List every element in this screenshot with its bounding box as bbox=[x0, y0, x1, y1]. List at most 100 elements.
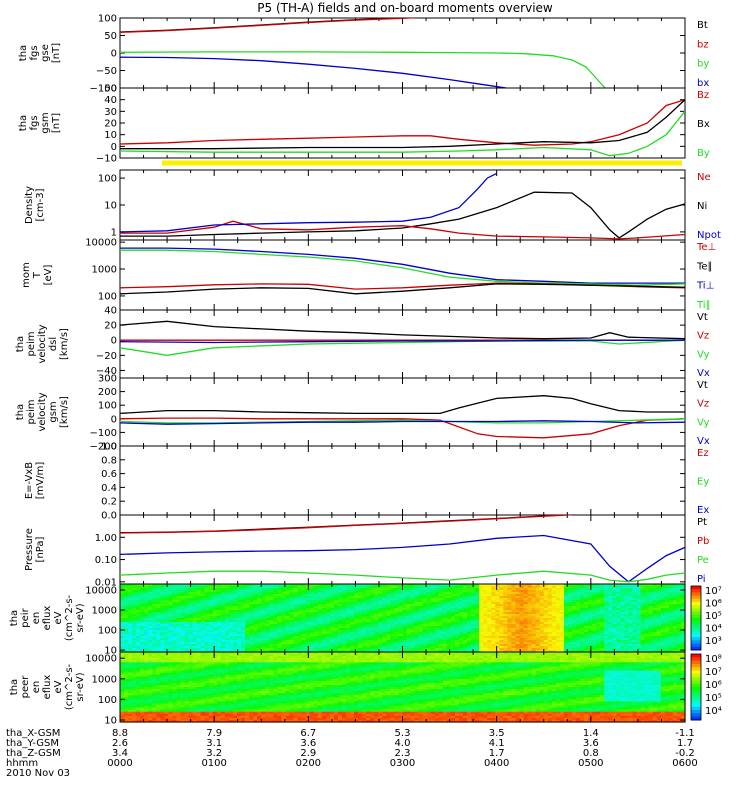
spectrogram-cell bbox=[341, 640, 347, 643]
spectrogram-cell bbox=[511, 608, 517, 611]
spectrogram-cell bbox=[547, 644, 553, 647]
spectrogram-cell bbox=[305, 606, 311, 609]
spectrogram-cell bbox=[616, 648, 622, 651]
spectrogram-cell bbox=[346, 650, 351, 653]
spectrogram-cell bbox=[350, 608, 355, 611]
spectrogram-cell bbox=[495, 610, 500, 613]
spectrogram-cell bbox=[640, 590, 646, 593]
spectrogram-cell bbox=[196, 606, 202, 609]
spectrogram-cell bbox=[136, 646, 141, 649]
spectrogram-cell bbox=[555, 626, 561, 629]
spectrogram-cell bbox=[378, 616, 383, 619]
spectrogram-cell bbox=[559, 634, 565, 637]
spectrogram-cell bbox=[668, 590, 674, 593]
spectrogram-cell bbox=[386, 592, 391, 595]
spectrogram-cell bbox=[192, 644, 198, 647]
spectrogram-cell bbox=[612, 638, 617, 641]
spectrogram-cell bbox=[446, 636, 452, 639]
spectrogram-cell bbox=[390, 632, 396, 635]
spectrogram-cell bbox=[313, 604, 319, 607]
spectrogram-cell bbox=[144, 640, 149, 643]
spectrogram-cell bbox=[588, 630, 593, 633]
spectrogram-cell bbox=[293, 630, 299, 633]
spectrogram-cell bbox=[507, 638, 513, 641]
spectrogram-cell bbox=[668, 604, 674, 607]
spectrogram-cell bbox=[350, 614, 355, 617]
spectrogram-cell bbox=[301, 638, 307, 641]
spectrogram-cell bbox=[136, 674, 141, 678]
spectrogram-cell bbox=[442, 642, 448, 645]
spectrogram-cell bbox=[200, 626, 206, 629]
spectrogram-cell bbox=[563, 620, 569, 623]
spectrogram-cell bbox=[406, 614, 412, 617]
spectrogram-cell bbox=[612, 626, 617, 629]
spectrogram-cell bbox=[628, 630, 634, 633]
spectrogram-cell bbox=[140, 713, 145, 717]
spectrogram-cell bbox=[543, 600, 549, 603]
spectrogram-cell bbox=[321, 592, 327, 595]
spectrogram-cell bbox=[434, 638, 440, 641]
spectrogram-cell bbox=[366, 596, 371, 599]
spectrogram-cell bbox=[459, 622, 464, 625]
spectrogram-cell bbox=[628, 596, 634, 599]
spectrogram-cell bbox=[136, 610, 141, 613]
spectrogram-cell bbox=[148, 650, 153, 653]
spectrogram-cell bbox=[281, 648, 287, 651]
spectrogram-cell bbox=[305, 626, 311, 629]
spectrogram-cell bbox=[438, 624, 444, 627]
spectrogram-cell bbox=[273, 620, 278, 623]
spectrogram-cell bbox=[245, 628, 250, 631]
spectrogram-cell bbox=[402, 624, 408, 627]
spectrogram-cell bbox=[652, 628, 658, 631]
spectrogram-cell bbox=[148, 588, 153, 591]
spectrogram-cell bbox=[450, 620, 456, 623]
spectrogram-cell bbox=[176, 616, 182, 619]
spectrogram-cell bbox=[124, 620, 129, 623]
spectrogram-cell bbox=[596, 610, 601, 613]
spectrogram-cell bbox=[220, 598, 226, 601]
spectrogram-cell bbox=[555, 612, 561, 615]
spectrogram-cell bbox=[499, 608, 504, 611]
spectrogram-cell bbox=[184, 604, 190, 607]
spectrogram-cell bbox=[362, 614, 367, 617]
spectrogram-cell bbox=[172, 626, 178, 629]
spectrogram-cell bbox=[576, 644, 581, 647]
spectrogram-cell bbox=[313, 614, 319, 617]
spectrogram-cell bbox=[245, 618, 250, 621]
spectrogram-cell bbox=[438, 596, 444, 599]
spectrogram-cell bbox=[604, 634, 609, 637]
spectrogram-cell bbox=[471, 642, 476, 645]
spectrogram-cell bbox=[176, 584, 182, 587]
spectrogram-cell bbox=[180, 648, 186, 651]
spectrogram-cell bbox=[487, 600, 492, 603]
spectrogram-cell bbox=[386, 586, 391, 589]
spectrogram-cell bbox=[140, 707, 145, 711]
spectrogram-cell bbox=[241, 640, 246, 643]
spectrogram-cell bbox=[281, 596, 287, 599]
spectrogram-cell bbox=[656, 588, 662, 591]
spectrogram-cell bbox=[551, 626, 557, 629]
spectrogram-cell bbox=[414, 650, 420, 653]
spectrogram-cell bbox=[511, 612, 517, 615]
spectrogram-cell bbox=[168, 590, 174, 593]
spectrogram-cell bbox=[499, 630, 504, 633]
spectrogram-cell bbox=[543, 646, 549, 649]
spectrogram-cell bbox=[467, 598, 472, 601]
spectrogram-cell bbox=[434, 634, 440, 637]
spectrogram-cell bbox=[640, 638, 646, 641]
spectrogram-cell bbox=[164, 640, 170, 643]
spectrogram-cell bbox=[132, 616, 137, 619]
spectrogram-cell bbox=[120, 628, 125, 631]
spectrogram-cell bbox=[402, 640, 408, 643]
spectrogram-cell bbox=[237, 632, 242, 635]
spectrogram-cell bbox=[390, 648, 396, 651]
spectrogram-cell bbox=[406, 590, 412, 593]
spectrogram-cell bbox=[656, 602, 662, 605]
spectrogram-cell bbox=[289, 618, 295, 621]
spectrogram-cell bbox=[192, 626, 198, 629]
spectrogram-cell bbox=[212, 618, 218, 621]
spectrogram-cell bbox=[293, 620, 299, 623]
spectrogram-cell bbox=[648, 608, 654, 611]
spectrogram-cell bbox=[140, 705, 145, 709]
spectrogram-cell bbox=[487, 630, 492, 633]
